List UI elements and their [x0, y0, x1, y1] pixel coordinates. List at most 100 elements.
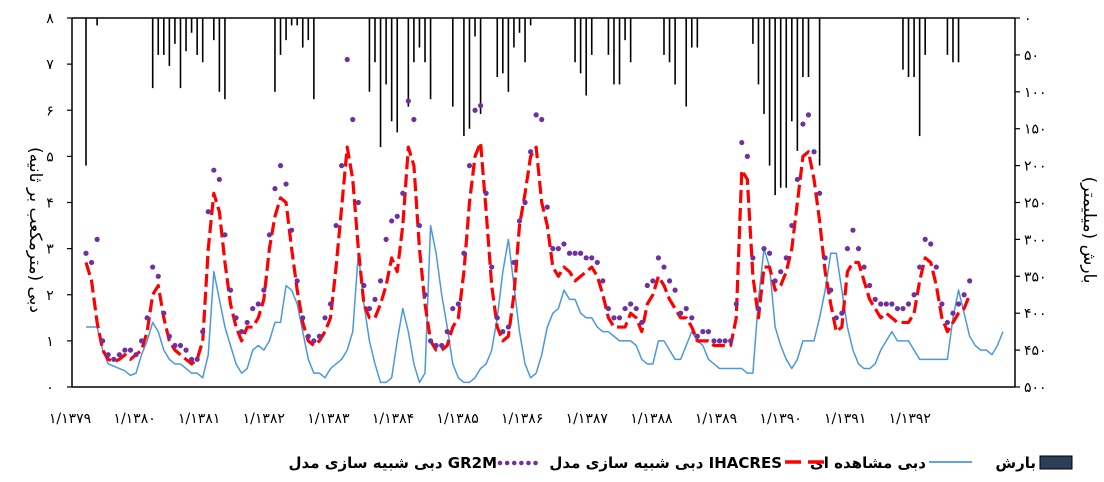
gr2m-point: [177, 342, 184, 349]
right-tick-label: ۱۵۰: [1024, 122, 1047, 138]
gr2m-point: [844, 246, 850, 252]
gr2m-point: [605, 305, 612, 312]
right-tick-label: ۵۰۰: [1024, 380, 1047, 396]
gr2m-point: [705, 329, 712, 335]
gr2m-point: [427, 338, 434, 344]
x-tick-label: ۱/۱۳۸۰: [113, 411, 155, 427]
gr2m-point: [778, 269, 784, 275]
ihacres-line: [84, 140, 972, 366]
gr2m-point: [755, 305, 762, 312]
gr2m-point: [222, 232, 228, 238]
left-tick-label: ۱: [46, 334, 54, 350]
gr2m-point: [166, 333, 172, 339]
left-tick-label: ۳: [46, 242, 54, 258]
right-tick-label: ۲۰۰: [1024, 159, 1047, 175]
gr2m-point: [366, 305, 373, 312]
gr2m-point: [311, 338, 317, 344]
gr2m-point: [716, 338, 723, 344]
gr2m-point: [305, 333, 311, 339]
gr2m-point: [644, 282, 650, 289]
gr2m-point: [861, 264, 867, 270]
gr2m-point: [872, 296, 878, 302]
gr2m-point: [661, 264, 667, 270]
gr2m-point: [744, 153, 750, 159]
gr2m-point: [939, 301, 945, 307]
gr2m-point: [678, 310, 684, 316]
gr2m-point: [183, 347, 189, 353]
gr2m-point: [722, 338, 728, 344]
right-tick-label: ۵۰: [1024, 48, 1039, 64]
left-tick-label: ۷: [46, 57, 54, 73]
right-tick-label: ۰: [1024, 11, 1032, 27]
gr2m-point: [817, 190, 823, 196]
left-tick-label: ۰: [46, 380, 54, 396]
gr2m-point: [422, 292, 428, 298]
gr2m-point: [455, 301, 461, 307]
gr2m-point: [505, 324, 511, 330]
gr2m-point: [161, 310, 167, 316]
gr2m-point: [850, 227, 856, 233]
gr2m-point: [327, 301, 334, 307]
gr2m-point: [711, 338, 717, 344]
gr2m-point: [439, 342, 445, 349]
gr2m-point: [133, 352, 139, 358]
gr2m-point: [339, 163, 345, 169]
gr2m-point: [377, 278, 384, 284]
left-tick-label: ۶: [46, 103, 54, 119]
gr2m-point: [572, 250, 578, 256]
right-tick-label: ۴۰۰: [1024, 306, 1047, 322]
gr2m-point: [122, 347, 128, 353]
gr2m-point: [100, 338, 106, 344]
gr2m-point: [289, 227, 295, 233]
gr2m-point: [372, 296, 378, 302]
gr2m-point: [294, 278, 300, 284]
gr2m-point: [244, 319, 250, 326]
gr2m-point: [650, 278, 656, 284]
gr2m-point: [683, 305, 689, 312]
gr2m-point: [450, 305, 456, 312]
x-ticks: ۱/۱۳۷۹ ۱/۱۳۸۰ ۱/۱۳۸۱ ۱/۱۳۸۲ ۱/۱۳۸۳ ۱/۱۳۸۴ ۱/۱۳…: [49, 411, 931, 427]
gr2m-point: [344, 56, 350, 63]
gr2m-point: [433, 342, 439, 349]
gr2m-point: [578, 250, 584, 256]
gr2m-point: [955, 301, 962, 307]
gr2m-point: [822, 255, 828, 261]
gr2m-point: [277, 163, 284, 169]
x-tick-label: ۱/۱۳۷۹: [49, 411, 91, 427]
right-ticks: ۰ ۵۰ ۱۰۰ ۱۵۰ ۲۰۰ ۲۵۰ ۳۰۰ ۳۵۰ ۴۰۰ ۴۵۰ ۵۰۰: [1015, 11, 1047, 396]
gr2m-point: [466, 163, 473, 169]
right-tick-label: ۱۰۰: [1024, 85, 1047, 101]
gr2m-point: [922, 236, 928, 242]
gr2m-point: [544, 204, 550, 210]
gr2m-point: [394, 213, 400, 219]
gr2m-point: [878, 301, 884, 307]
gr2m-point: [322, 315, 328, 321]
gr2m-point: [255, 301, 261, 307]
gr2m-point: [205, 209, 211, 215]
gr2m-point: [194, 356, 200, 362]
gr2m-point: [444, 329, 450, 335]
right-tick-label: ۳۵۰: [1024, 269, 1047, 285]
right-tick-label: ۴۵۰: [1024, 343, 1047, 359]
gr2m-point: [839, 310, 845, 316]
x-tick-label: ۱/۱۳۹۲: [889, 411, 931, 427]
gr2m-point: [116, 352, 122, 358]
gr2m-point: [105, 352, 111, 358]
gr2m-point: [216, 176, 222, 183]
gr2m-point: [227, 287, 234, 293]
gr2m-point: [855, 246, 862, 252]
x-tick-label: ۱/۱۳۹۰: [759, 411, 801, 427]
gr2m-point: [266, 232, 272, 238]
x-tick-label: ۱/۱۳۸۶: [501, 411, 543, 427]
gr2m-point: [489, 264, 495, 270]
legend-ihacres-label: دبی شبیه سازی مدل IHACRES: [549, 454, 782, 472]
gr2m-point: [905, 301, 912, 307]
gr2m-point: [316, 333, 323, 339]
gr2m-point: [333, 222, 339, 229]
gr2m-point: [633, 305, 639, 312]
gr2m-point: [600, 278, 606, 284]
gr2m-point: [472, 107, 478, 113]
gr2m-point: [739, 139, 745, 146]
gr2m-point: [138, 338, 145, 344]
gr2m-point: [622, 305, 628, 312]
